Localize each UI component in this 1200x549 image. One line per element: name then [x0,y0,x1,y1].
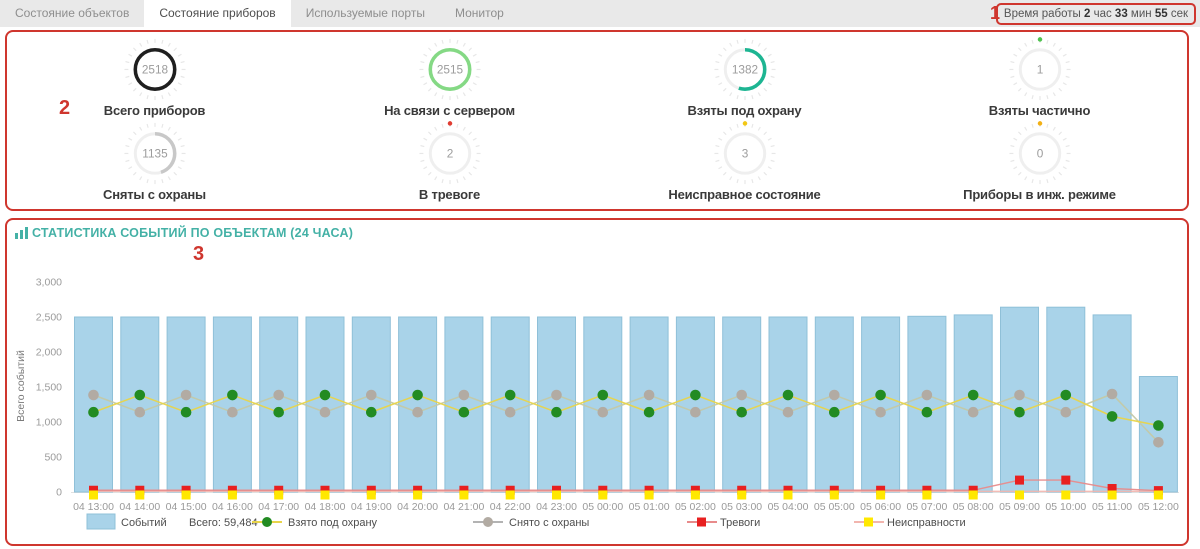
svg-text:05 01:00: 05 01:00 [629,501,670,513]
svg-text:05 03:00: 05 03:00 [721,501,762,513]
svg-text:05 06:00: 05 06:00 [860,501,901,513]
gauge-ring: 1 [1008,37,1071,101]
svg-text:2: 2 [446,146,453,160]
svg-text:2518: 2518 [141,62,168,76]
gauge-3: 1 Взяты частично [892,34,1187,118]
annotation-number-2: 2 [59,97,71,119]
tab-object-state[interactable]: Состояние объектов [15,6,130,20]
legend-marker-armed[interactable] [262,517,272,527]
svg-text:3: 3 [741,146,748,160]
gauge-ring: 2518 [123,38,186,101]
gauge-ring: 1135 [123,122,186,185]
legend-label-events[interactable]: Событий [121,517,167,529]
legend-swatch-events[interactable] [86,513,116,530]
svg-text:04 20:00: 04 20:00 [397,501,438,513]
gauge-0: 2518 Всего приборов [7,34,302,118]
svg-text:0: 0 [1036,146,1043,160]
svg-text:04 15:00: 04 15:00 [166,501,207,513]
gauge-label: Всего приборов [103,103,206,118]
svg-text:1382: 1382 [731,62,757,76]
svg-text:1: 1 [1036,62,1043,76]
gauge-label: Взяты частично [988,103,1091,118]
tab-device-state[interactable]: Состояние приборов [144,0,291,27]
svg-text:05 07:00: 05 07:00 [906,501,947,513]
uptime-hours: 2 [1083,8,1091,20]
svg-text:04 23:00: 04 23:00 [536,501,577,513]
svg-text:05 11:00: 05 11:00 [1092,501,1132,513]
tab-monitor[interactable]: Монитор [454,6,504,20]
gauge-grid: 2518 Всего приборов 2515 На связи с серверо… [7,32,1187,209]
annotation-number-1: 1 [989,3,1000,23]
annotation-number-3: 3 [193,243,205,265]
svg-text:05 08:00: 05 08:00 [953,501,994,513]
svg-text:2515: 2515 [436,62,463,76]
svg-text:05 10:00: 05 10:00 [1045,501,1086,513]
gauge-ring: 3 [713,121,776,185]
bar-chart-icon [15,227,28,239]
chart-title-text: СТАТИСТИКА СОБЫТИЙ ПО ОБЪЕКТАМ (24 ЧАСА) [32,226,354,240]
svg-text:05 05:00: 05 05:00 [814,501,855,513]
legend-total-events[interactable]: Всего: 59,484 [189,517,258,529]
svg-text:500: 500 [44,452,62,464]
svg-text:2,000: 2,000 [36,347,62,359]
gauge-label: На связи с сервером [384,103,515,118]
svg-text:04 19:00: 04 19:00 [351,501,392,513]
legend-marker-faults[interactable] [864,517,873,527]
legend-marker-alarms[interactable] [697,517,706,527]
gauge-label: Приборы в инж. режиме [963,187,1116,202]
svg-text:05 12:00: 05 12:00 [1138,501,1179,513]
svg-text:0: 0 [56,487,62,499]
gauge-ring: 2515 [418,38,481,101]
svg-text:04 21:00: 04 21:00 [443,501,484,513]
svg-text:05 04:00: 05 04:00 [768,501,809,513]
svg-text:1,500: 1,500 [36,382,62,394]
gauge-ring: 0 [1008,121,1071,185]
legend-label-armed[interactable]: Взято под охрану [288,517,378,529]
uptime-badge: Время работы 2 час 33 мин 55 сек [995,3,1196,25]
gauge-label: Сняты с охраны [103,187,206,202]
svg-text:04 16:00: 04 16:00 [212,501,253,513]
svg-text:05 02:00: 05 02:00 [675,501,716,513]
chart-title: СТАТИСТИКА СОБЫТИЙ ПО ОБЪЕКТАМ (24 ЧАСА) [15,226,353,240]
svg-text:04 14:00: 04 14:00 [119,501,160,513]
legend-marker-disarmed[interactable] [483,517,493,527]
uptime-label: Время работы [1003,8,1081,20]
svg-text:04 22:00: 04 22:00 [490,501,531,513]
legend-label-faults[interactable]: Неисправности [887,517,966,529]
svg-text:3,000: 3,000 [36,277,62,289]
svg-text:05 00:00: 05 00:00 [582,501,623,513]
gauge-ring: 2 [418,121,481,185]
svg-text:04 18:00: 04 18:00 [305,501,346,513]
gauge-5: 2 В тревоге [302,118,597,202]
uptime-seconds: 55 [1154,8,1168,20]
gauge-label: В тревоге [418,187,481,202]
svg-text:2,500: 2,500 [36,312,62,324]
gauge-1: 2515 На связи с сервером [302,34,597,118]
gauge-label: Взяты под охрану [687,103,802,118]
legend-label-alarms[interactable]: Тревоги [720,517,760,529]
gauge-label: Неисправное состояние [668,187,821,202]
legend-label-disarmed[interactable]: Снято с охраны [509,517,589,529]
svg-text:04 13:00: 04 13:00 [73,501,114,513]
svg-text:04 17:00: 04 17:00 [258,501,299,513]
events-statistics-panel: СТАТИСТИКА СОБЫТИЙ ПО ОБЪЕКТАМ (24 ЧАСА)… [5,218,1189,546]
gauge-4: 1135 Сняты с охраны [7,118,302,202]
gauge-2: 1382 Взяты под охрану [597,34,892,118]
gauge-7: 0 Приборы в инж. режиме [892,118,1187,202]
events-chart: 0 500 1,000 1,500 2,000 2,500 3,000 04 13:00 04 … [36,277,1179,530]
svg-text:1,000: 1,000 [36,417,62,429]
svg-text:1135: 1135 [142,146,168,160]
uptime-minutes: 33 [1114,8,1128,20]
tab-used-ports[interactable]: Используемые порты [305,6,425,20]
gauge-ring: 1382 [713,38,776,101]
svg-text:05 09:00: 05 09:00 [999,501,1040,513]
gauge-6: 3 Неисправное состояние [597,118,892,202]
device-state-panel: 2 2518 Всего приборов 2515 На связи с серве… [5,30,1189,211]
